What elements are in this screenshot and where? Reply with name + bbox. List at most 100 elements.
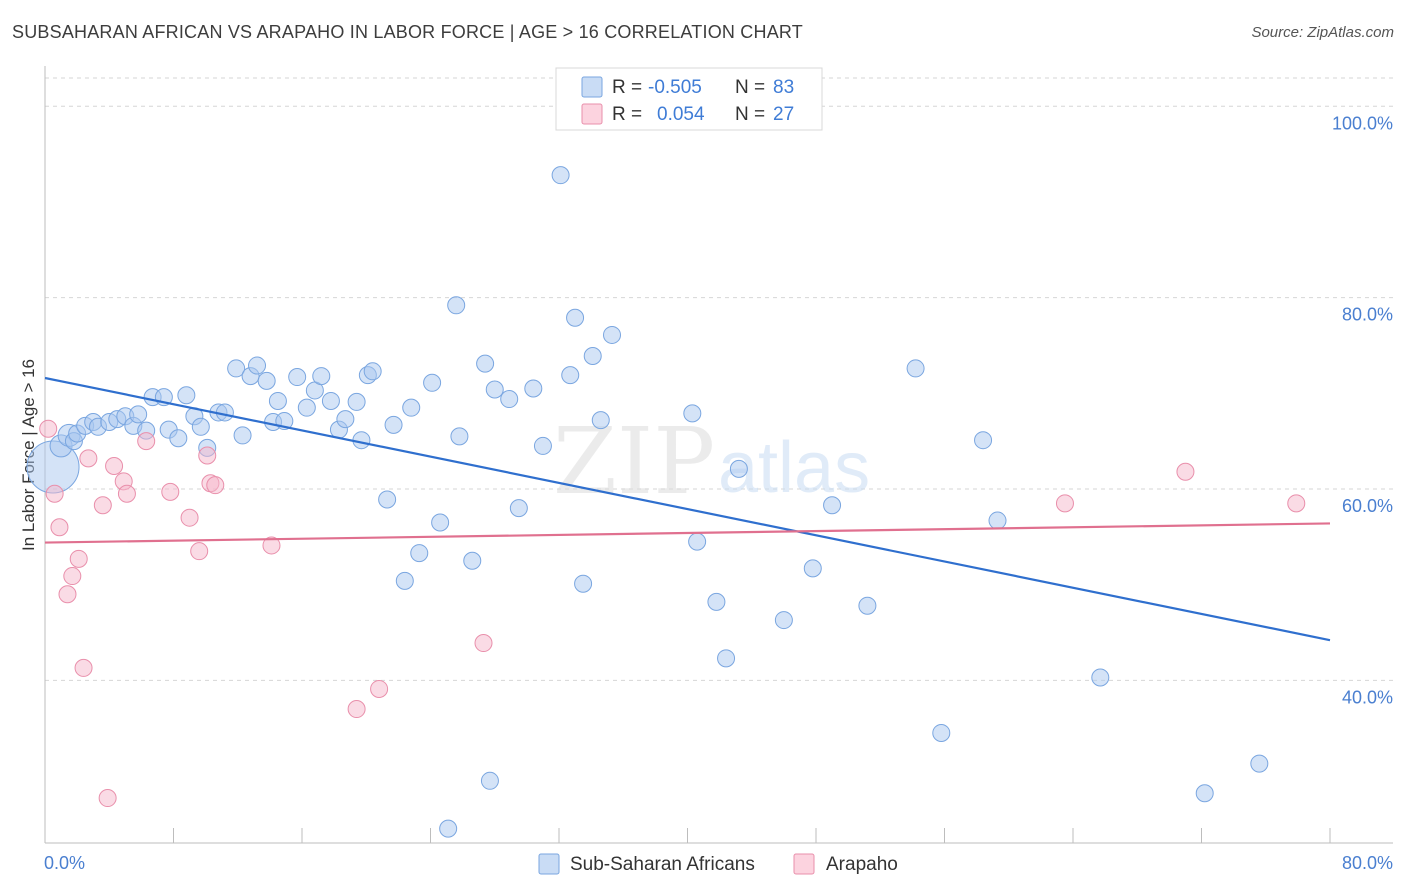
trend-lines	[44, 376, 1331, 642]
point-arapaho	[1055, 494, 1074, 513]
point-arapaho	[370, 679, 389, 698]
y-tick-label: 60.0%	[1342, 496, 1393, 516]
point-subsaharan	[823, 496, 842, 515]
point-subsaharan	[1195, 784, 1214, 803]
point-subsaharan	[257, 371, 276, 390]
point-subsaharan	[1250, 754, 1269, 773]
point-subsaharan	[603, 325, 622, 344]
point-subsaharan	[729, 459, 748, 478]
point-subsaharan	[395, 571, 414, 590]
point-subsaharan	[363, 362, 382, 381]
point-subsaharan	[988, 511, 1007, 530]
point-subsaharan	[906, 359, 925, 378]
legend-r-label-2: R =	[612, 104, 642, 125]
y-tick-label: 80.0%	[1342, 305, 1393, 325]
point-arapaho	[93, 496, 112, 515]
trend-line-arapaho	[44, 522, 1331, 544]
point-subsaharan	[551, 166, 570, 185]
stats-legend: R = -0.505 N = 83 R = 0.054 N = 27	[555, 67, 823, 131]
point-arapaho	[45, 484, 64, 503]
point-subsaharan	[384, 415, 403, 434]
point-arapaho	[161, 482, 180, 501]
point-subsaharan	[439, 819, 458, 838]
point-subsaharan	[321, 391, 340, 410]
point-subsaharan	[707, 592, 726, 611]
point-subsaharan	[227, 359, 246, 378]
point-arapaho	[39, 419, 58, 438]
point-subsaharan	[402, 398, 421, 417]
point-subsaharan	[583, 346, 602, 365]
point-subsaharan	[1091, 668, 1110, 687]
point-arapaho	[50, 518, 69, 537]
point-arapaho	[1176, 462, 1195, 481]
point-arapaho	[137, 432, 156, 451]
point-arapaho	[347, 700, 366, 719]
y-tick-label: 40.0%	[1342, 687, 1393, 707]
point-subsaharan	[858, 596, 877, 615]
point-subsaharan	[500, 390, 519, 409]
point-subsaharan	[177, 386, 196, 405]
x-tick-labels: 0.0% 80.0%	[44, 853, 1393, 873]
point-subsaharan	[463, 551, 482, 570]
point-subsaharan	[561, 366, 580, 385]
y-tick-label: 100.0%	[1332, 113, 1393, 133]
point-subsaharan	[524, 379, 543, 398]
y-tick-labels: 40.0% 60.0% 80.0% 100.0%	[1332, 113, 1393, 707]
point-subsaharan	[431, 513, 450, 532]
point-subsaharan	[476, 354, 495, 373]
point-arapaho	[58, 585, 77, 604]
legend-r-value-2: 0.054	[657, 104, 705, 125]
point-subsaharan	[450, 427, 469, 446]
point-arapaho	[69, 549, 88, 568]
point-subsaharan	[268, 391, 287, 410]
point-subsaharan	[336, 410, 355, 429]
point-subsaharan	[129, 405, 148, 424]
point-subsaharan	[717, 649, 736, 668]
point-subsaharan	[378, 490, 397, 509]
point-subsaharan	[297, 398, 316, 417]
point-subsaharan	[974, 431, 993, 450]
point-subsaharan	[480, 771, 499, 790]
point-subsaharan	[169, 429, 188, 448]
point-subsaharan	[688, 532, 707, 551]
point-arapaho	[262, 536, 281, 555]
point-subsaharan	[233, 426, 252, 445]
point-subsaharan	[423, 373, 442, 392]
point-arapaho	[79, 449, 98, 468]
point-arapaho	[74, 658, 93, 677]
point-arapaho	[98, 789, 117, 808]
data-points	[26, 166, 1306, 838]
legend-n-value-1: 83	[773, 77, 794, 98]
series-label-1: Sub-Saharan Africans	[570, 854, 755, 875]
point-subsaharan	[774, 611, 793, 630]
point-subsaharan	[248, 356, 267, 375]
point-subsaharan	[352, 431, 371, 450]
chart-title: SUBSAHARAN AFRICAN VS ARAPAHO IN LABOR F…	[12, 22, 803, 42]
point-arapaho	[1287, 494, 1306, 513]
point-subsaharan	[288, 368, 307, 387]
point-subsaharan	[347, 392, 366, 411]
point-subsaharan	[410, 544, 429, 563]
x-tick-label-max: 80.0%	[1342, 853, 1393, 873]
legend-swatch-blue	[581, 76, 603, 98]
point-subsaharan	[683, 404, 702, 423]
point-arapaho	[117, 484, 136, 503]
legend-n-label-1: N =	[735, 77, 765, 98]
point-arapaho	[105, 457, 124, 476]
point-subsaharan	[312, 367, 331, 386]
point-arapaho	[474, 634, 493, 653]
point-subsaharan	[591, 411, 610, 430]
x-tick-label-min: 0.0%	[44, 853, 85, 873]
point-subsaharan	[447, 296, 466, 315]
legend-n-label-2: N =	[735, 104, 765, 125]
point-arapaho	[206, 476, 225, 495]
point-subsaharan	[574, 574, 593, 593]
point-subsaharan	[509, 499, 528, 518]
point-arapaho	[63, 567, 82, 586]
point-arapaho	[180, 508, 199, 527]
series-legend: Sub-Saharan Africans Arapaho	[538, 853, 898, 875]
point-subsaharan	[533, 436, 552, 455]
source-label: Source: ZipAtlas.com	[1251, 24, 1394, 41]
point-arapaho	[190, 542, 209, 561]
